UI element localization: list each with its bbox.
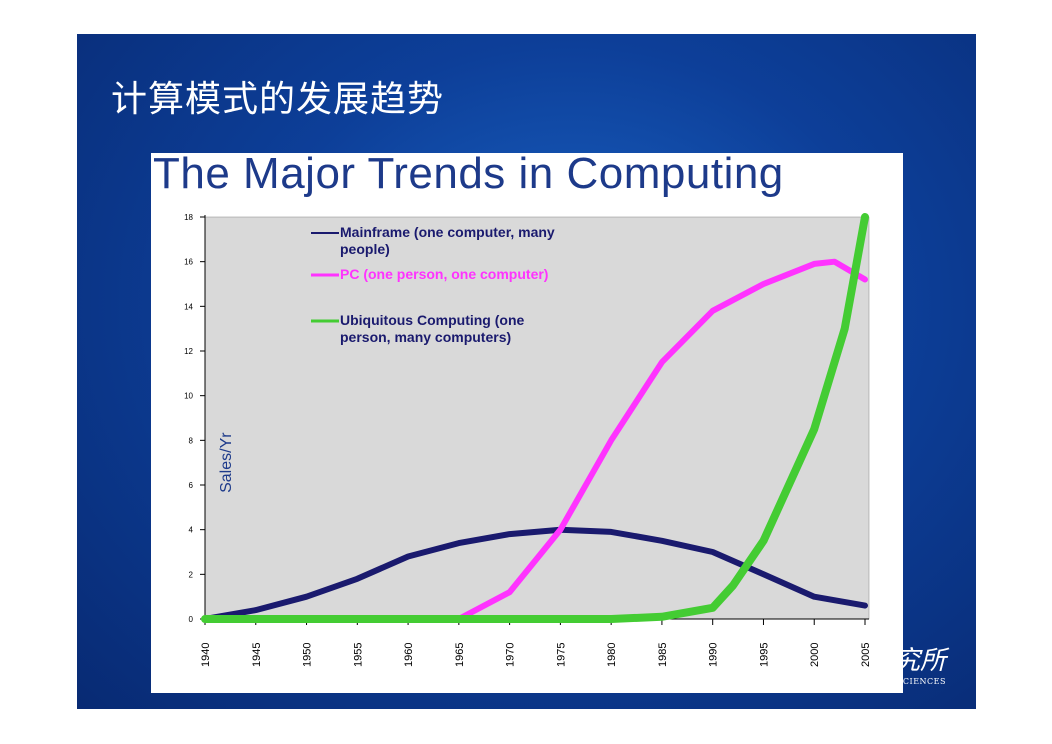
y-tick-label: 6 bbox=[189, 481, 194, 490]
x-tick-label: 1945 bbox=[251, 643, 263, 667]
legend-entry-line: people) bbox=[340, 241, 390, 257]
y-tick-label: 4 bbox=[189, 526, 194, 535]
line-chart: 0 2 4 6 8 10 12 14 16 18 1940 1945 1950 1955 1960 1965 1… bbox=[184, 213, 872, 667]
watermark-chinese: 究所 bbox=[893, 646, 946, 676]
chart-title: The Major Trends in Computing bbox=[153, 149, 784, 198]
x-tick-label: 1955 bbox=[352, 643, 364, 667]
x-tick-label: 2000 bbox=[809, 643, 821, 667]
y-tick-label: 12 bbox=[184, 347, 193, 356]
y-tick-label: 14 bbox=[184, 302, 193, 311]
legend-entry-2: Ubiquitous Computing (one person, many co… bbox=[340, 312, 525, 345]
y-tick-label: 18 bbox=[184, 213, 193, 222]
y-tick-label: 8 bbox=[189, 436, 194, 445]
legend-entry-line: person, many computers) bbox=[340, 329, 511, 345]
series-line-2 bbox=[201, 213, 869, 623]
slide: 计算模式的发展趋势 The Major Trends in Computing … bbox=[77, 34, 976, 709]
y-tick-label: 10 bbox=[184, 392, 193, 401]
slide-title: 计算模式的发展趋势 bbox=[111, 79, 445, 120]
x-tick-label: 1995 bbox=[758, 643, 770, 667]
x-tick-label: 1965 bbox=[454, 643, 466, 667]
y-tick-label: 0 bbox=[189, 615, 194, 624]
legend-entry-line: PC (one person, one computer) bbox=[340, 266, 548, 282]
y-tick-label: 16 bbox=[184, 258, 193, 267]
x-tick-label: 1980 bbox=[606, 643, 618, 667]
x-tick-label: 1970 bbox=[505, 643, 517, 667]
x-tick-label: 2005 bbox=[860, 643, 872, 667]
legend-entry-0: Mainframe (one computer, many people) bbox=[340, 224, 555, 257]
x-tick-label: 1940 bbox=[200, 643, 212, 667]
x-tick-label: 1985 bbox=[657, 643, 669, 667]
legend-entry-1: PC (one person, one computer) bbox=[340, 266, 548, 282]
x-tick-label: 1960 bbox=[403, 643, 415, 667]
x-tick-label: 1950 bbox=[302, 643, 314, 667]
x-tick-label: 1990 bbox=[708, 643, 720, 667]
series-line-0 bbox=[202, 526, 868, 622]
chart-frame: The Major Trends in Computing 0 2 4 6 8 10 12 1… bbox=[151, 149, 903, 693]
legend-entry-line: Ubiquitous Computing (one bbox=[340, 312, 525, 328]
institute-watermark: 究所 SCIENCES bbox=[894, 640, 946, 686]
legend-entry-line: Mainframe (one computer, many bbox=[340, 224, 555, 240]
y-tick-label: 2 bbox=[189, 570, 194, 579]
watermark-english: SCIENCES bbox=[896, 677, 946, 686]
y-axis-label: Sales/Yr bbox=[218, 432, 235, 493]
x-tick-label: 1975 bbox=[555, 643, 567, 667]
